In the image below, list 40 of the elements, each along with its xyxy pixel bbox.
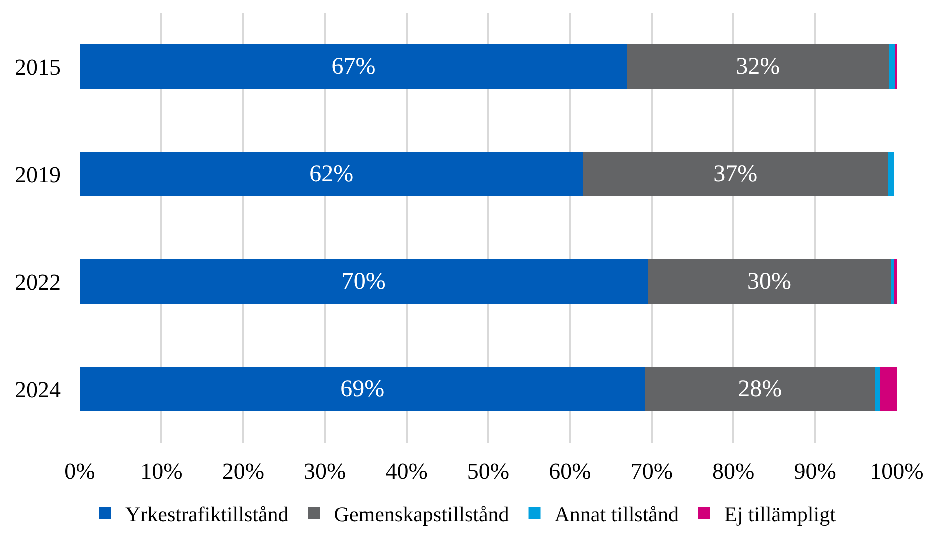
data-label: 62% [310, 161, 354, 188]
x-tick-label: 50% [467, 459, 510, 484]
data-label: 30% [748, 268, 792, 295]
data-label: 69% [340, 376, 385, 402]
bar [80, 44, 628, 89]
data-label: 32% [736, 54, 780, 80]
bar [80, 260, 648, 304]
data-label: 28% [738, 376, 782, 402]
x-tick-label: 80% [712, 459, 755, 484]
y-tick-label: 2024 [15, 377, 62, 402]
x-tick-label: 90% [794, 459, 836, 484]
legend-label: Gemenskapstillstånd [334, 502, 510, 526]
data-label: 67% [332, 54, 376, 80]
bar [888, 44, 896, 89]
bar [891, 260, 895, 304]
bar [627, 44, 889, 89]
x-tick-label: 40% [386, 459, 428, 484]
x-tick-label: 10% [140, 459, 183, 484]
bar [80, 152, 584, 196]
bar [645, 367, 875, 412]
x-tick-label: 20% [222, 459, 264, 484]
y-tick-label: 2022 [15, 270, 61, 295]
bar [80, 367, 646, 412]
x-tick-label: 0% [64, 459, 96, 484]
bar [874, 367, 881, 412]
legend-label: Ej tillämpligt [724, 502, 836, 526]
bar [583, 152, 888, 196]
x-tick-label: 60% [549, 459, 592, 484]
x-tick-label: 100% [870, 459, 924, 484]
legend-label: Yrkestrafiktillstånd [126, 502, 290, 526]
x-tick-label: 30% [304, 459, 346, 484]
legend-label: Annat tillstånd [554, 502, 680, 526]
bar [880, 367, 897, 412]
y-tick-label: 2015 [15, 54, 61, 80]
bar [888, 152, 895, 196]
data-label: 70% [342, 268, 386, 295]
bar [648, 260, 892, 304]
x-tick-label: 70% [630, 459, 673, 484]
y-tick-label: 2019 [15, 162, 61, 188]
data-label: 37% [714, 161, 758, 188]
